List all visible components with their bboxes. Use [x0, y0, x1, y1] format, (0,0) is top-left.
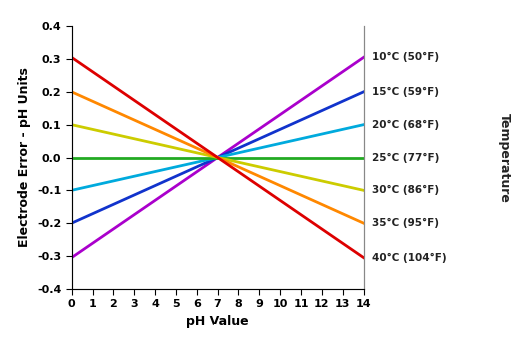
Text: 10°C (50°F): 10°C (50°F): [372, 52, 439, 62]
Text: Temperature: Temperature: [498, 113, 511, 202]
Text: 30°C (86°F): 30°C (86°F): [372, 185, 439, 195]
Text: Glass Electrode Error in pH Units: Glass Electrode Error in pH Units: [8, 324, 316, 342]
Text: 20°C (68°F): 20°C (68°F): [372, 120, 439, 130]
Text: 35°C (95°F): 35°C (95°F): [372, 218, 439, 228]
Text: 15°C (59°F): 15°C (59°F): [372, 87, 439, 97]
Text: 25°C (77°F): 25°C (77°F): [372, 153, 439, 162]
X-axis label: pH Value: pH Value: [186, 315, 249, 328]
Text: 40°C (104°F): 40°C (104°F): [372, 253, 446, 262]
Y-axis label: Electrode Error - pH Units: Electrode Error - pH Units: [18, 68, 31, 247]
